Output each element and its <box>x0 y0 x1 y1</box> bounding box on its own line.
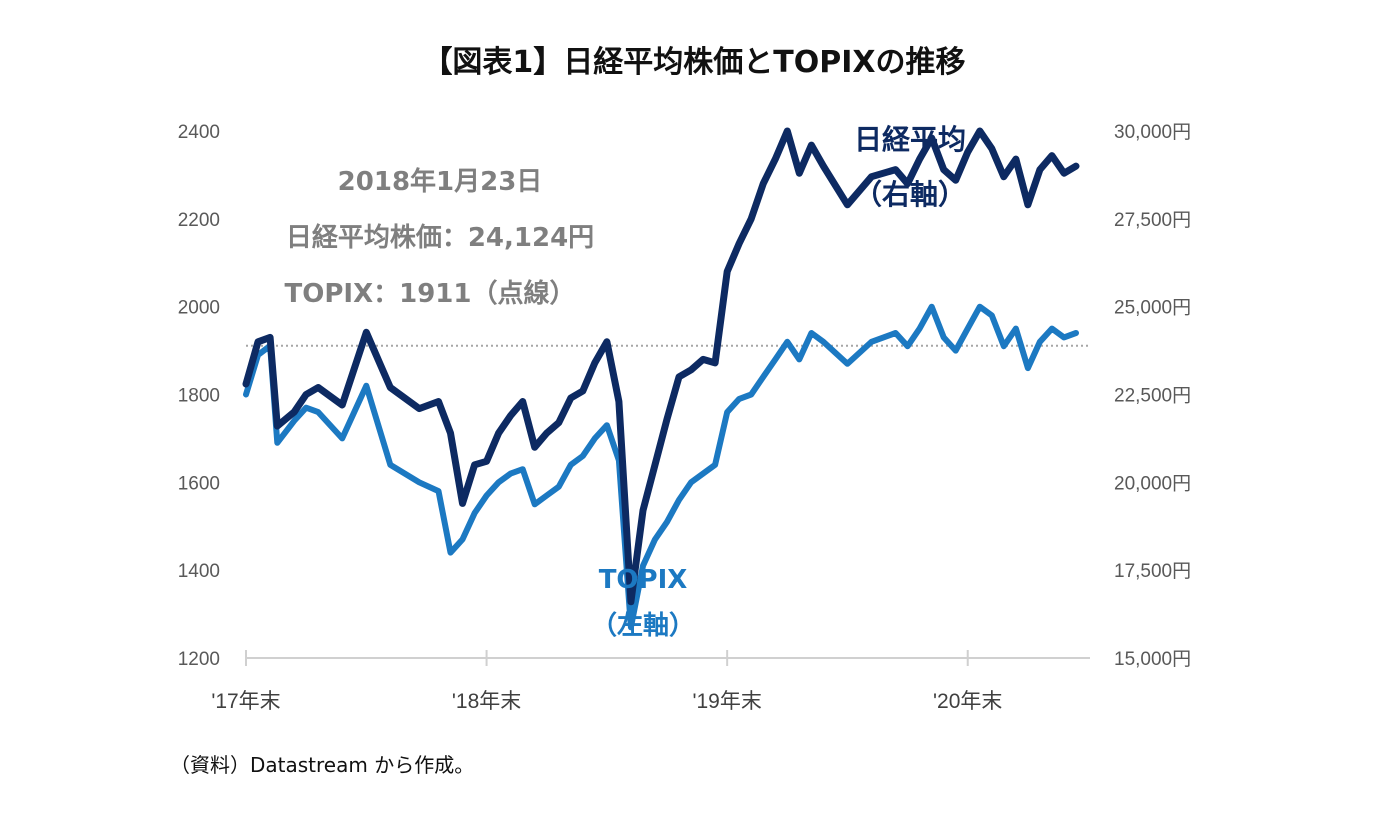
topix-line <box>243 303 1079 631</box>
x-axis-tick-label: '19年末 <box>692 690 761 713</box>
topix-axis-note: （左軸） <box>591 610 695 641</box>
series-layer <box>242 127 1080 631</box>
annotation-nikkei: 日経平均株価：24,124円 <box>286 222 594 253</box>
x-axis-tick-label: '17年末 <box>211 690 280 713</box>
reference-annotation: 2018年1月23日 日経平均株価：24,124円 TOPIX：1911（点線） <box>285 166 595 309</box>
right-axis-tick-label: 22,500円 <box>1114 386 1191 407</box>
left-axis-tick-label: 1400 <box>178 561 220 582</box>
chart-title: 【図表1】日経平均株価とTOPIXの推移 <box>422 45 965 80</box>
source-note: （資料）Datastream から作成。 <box>170 753 474 777</box>
annotation-date: 2018年1月23日 <box>338 166 543 197</box>
annotation-topix: TOPIX：1911（点線） <box>285 278 576 309</box>
right-axis-tick-label: 30,000円 <box>1114 122 1191 143</box>
left-axis-tick-label: 1800 <box>178 386 220 407</box>
right-axis-tick-label: 27,500円 <box>1114 210 1191 231</box>
left-axis-tick-label: 2400 <box>178 122 220 143</box>
right-axis-tick-label: 20,000円 <box>1114 473 1191 494</box>
right-axis-tick-label: 17,500円 <box>1114 561 1191 582</box>
right-axis-tick-label: 15,000円 <box>1114 649 1191 670</box>
right-axis-tick-label: 25,000円 <box>1114 298 1191 319</box>
left-axis-tick-label: 1600 <box>178 473 220 494</box>
left-axis-ticks: 1200 1400 1600 1800 2000 2200 2400 <box>178 122 220 670</box>
left-axis-tick-label: 2200 <box>178 210 220 231</box>
nikkei-line <box>242 127 1080 606</box>
topix-series-label: TOPIX <box>599 565 688 595</box>
right-axis-ticks: 15,000円 17,500円 20,000円 22,500円 25,000円 27,50… <box>1114 122 1191 670</box>
x-axis-tick-label: '18年末 <box>452 690 521 713</box>
x-axis-ticks: '17年末 '18年末 '19年末 '20年末 <box>211 650 1002 713</box>
x-axis-tick-label: '20年末 <box>933 690 1002 713</box>
nikkei-axis-note: （右軸） <box>854 178 966 211</box>
nikkei-series-label: 日経平均 <box>854 123 966 156</box>
left-axis-tick-label: 1200 <box>178 649 220 670</box>
left-axis-tick-label: 2000 <box>178 298 220 319</box>
